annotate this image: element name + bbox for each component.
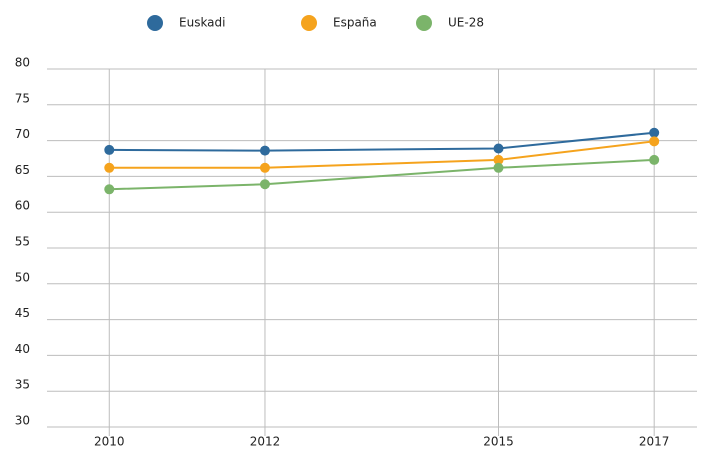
data-point (104, 144, 115, 155)
legend-label: España (333, 16, 377, 30)
y-tick-label: 50 (15, 270, 30, 284)
series-line (109, 140, 655, 169)
y-tick-label: 35 (15, 378, 30, 392)
x-tick-label: 2017 (639, 435, 670, 449)
data-point (104, 184, 115, 195)
data-point (649, 127, 660, 138)
data-point (259, 179, 270, 190)
data-point (649, 154, 660, 165)
y-tick-label: 40 (15, 342, 30, 356)
x-tick-label: 2012 (250, 435, 281, 449)
series-line (109, 158, 655, 191)
y-tick-label: 60 (15, 199, 30, 213)
legend-marker (301, 15, 317, 31)
y-tick-label: 45 (15, 306, 30, 320)
data-point (259, 162, 270, 173)
legend-marker (416, 15, 432, 31)
legend-label: Euskadi (179, 16, 225, 30)
data-point (493, 143, 504, 154)
data-point (493, 162, 504, 173)
x-tick-label: 2010 (94, 435, 125, 449)
legend-label: UE-28 (448, 16, 484, 30)
data-point (493, 154, 504, 165)
x-tick-label: 2015 (483, 435, 514, 449)
y-tick-label: 75 (15, 91, 30, 105)
data-point (649, 136, 660, 147)
y-tick-label: 70 (15, 127, 30, 141)
y-tick-label: 80 (15, 56, 30, 70)
legend-marker (147, 15, 163, 31)
y-tick-label: 30 (15, 414, 30, 428)
data-point (259, 145, 270, 156)
series-line (109, 131, 655, 152)
y-tick-label: 65 (15, 163, 30, 177)
y-tick-label: 55 (15, 235, 30, 249)
data-point (104, 162, 115, 173)
